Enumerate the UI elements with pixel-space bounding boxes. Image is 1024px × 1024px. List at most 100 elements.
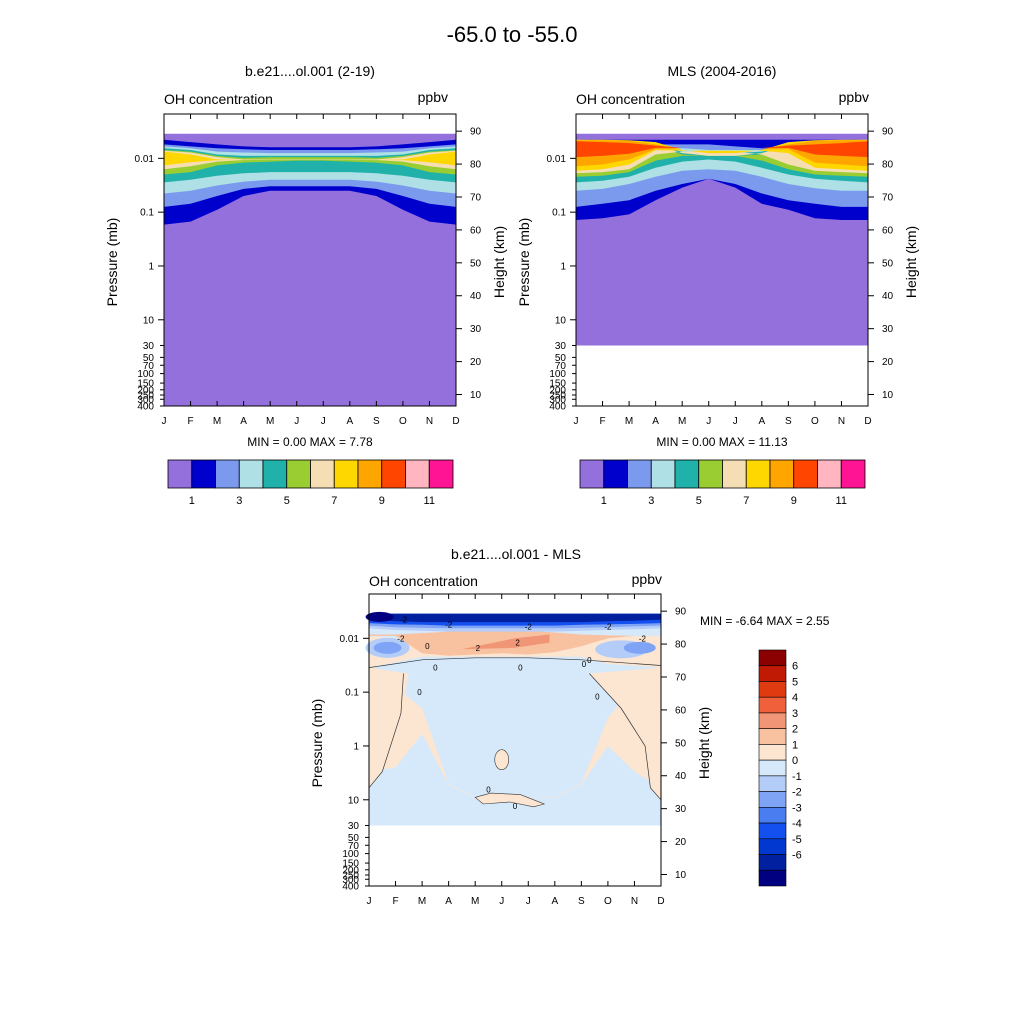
colorbar: 6 5 4 3 2 1 0 -1 -2 -3 -4 -5 -6: [758, 649, 802, 887]
colorbar-label: 2: [792, 724, 798, 736]
y2-tick-label: 90: [882, 127, 894, 138]
x-tick-label: D: [657, 896, 664, 907]
colorbar-label: 9: [791, 495, 797, 507]
x-tick-label: J: [733, 416, 738, 427]
colorbar-label: 4: [792, 692, 798, 704]
y2-tick-label: 40: [470, 291, 482, 302]
x-tick-label: J: [294, 416, 299, 427]
colorbar-swatch: [758, 838, 787, 855]
field-name: OH concentration: [164, 91, 273, 107]
colorbar-label: 5: [792, 676, 798, 688]
colorbar-label: -3: [792, 802, 802, 814]
contour-label: 0: [486, 786, 491, 795]
panel-title: b.e21....ol.001 (2-19): [245, 63, 375, 79]
y-tick-label: 200: [549, 385, 566, 396]
colorbar-swatch: [758, 712, 787, 729]
x-tick-label: A: [758, 416, 765, 427]
x-tick-label: F: [187, 416, 193, 427]
y-tick-label: 400: [137, 402, 154, 413]
contour-fill-4: [164, 148, 456, 183]
panel-title: MLS (2004-2016): [668, 63, 777, 79]
units-label: ppbv: [839, 89, 869, 105]
y-tick-label: 200: [342, 865, 359, 876]
colorbar-label: 1: [189, 495, 195, 507]
plot-frame: [368, 593, 662, 887]
y2-tick-label: 50: [882, 258, 894, 269]
y2-tick-label: 80: [470, 160, 482, 171]
colorbar-label: 6: [792, 661, 798, 673]
contour-fill-n4: [369, 613, 661, 623]
y-tick-label: 30: [348, 821, 360, 832]
x-tick-label: N: [631, 896, 638, 907]
y-tick-label: 0.01: [340, 634, 360, 645]
contour-fill-pos-right: [589, 667, 661, 800]
y-tick-label: 70: [143, 361, 155, 372]
contour-label: 0: [513, 802, 518, 811]
contour-label: -2: [397, 634, 405, 643]
x-tick-label: J: [162, 416, 167, 427]
x-tick-label: M: [678, 416, 686, 427]
x-tick-label: O: [811, 416, 819, 427]
colorbar-label: 9: [379, 495, 385, 507]
x-tick-label: S: [578, 896, 585, 907]
y-tick-label: 0.1: [140, 208, 154, 219]
zero-contour: [368, 673, 404, 789]
colorbar-swatch: [215, 459, 240, 489]
colorbar-label: 0: [792, 755, 798, 767]
y2-tick-label: 70: [470, 192, 482, 203]
plot-area: J F M A M J J A S O N D0.010.1110305070100150200250…: [135, 113, 482, 427]
y-tick-label: 100: [342, 849, 359, 860]
colorbar-swatch: [758, 649, 787, 667]
y-tick-label: 300: [137, 395, 154, 406]
y-tick-label: 50: [555, 353, 567, 364]
y2-tick-label: 90: [675, 607, 687, 618]
colorbar-swatch: [745, 459, 771, 489]
x-tick-label: M: [625, 416, 633, 427]
colorbar-swatch: [650, 459, 676, 489]
y2-axis-label: Height (km): [903, 226, 919, 298]
x-tick-label: J: [526, 896, 531, 907]
plot-frame: [163, 113, 457, 407]
colorbar-swatch: [428, 459, 454, 489]
panel-title: b.e21....ol.001 - MLS: [451, 546, 581, 562]
colorbar-label: 3: [792, 708, 798, 720]
y-axis-label: Pressure (mb): [104, 218, 120, 307]
contour-label: 2: [476, 644, 481, 653]
colorbar: 1 3 5 7 9 11: [167, 459, 454, 507]
y2-tick-label: 80: [675, 640, 687, 651]
y-tick-label: 70: [348, 841, 360, 852]
colorbar-swatch: [758, 744, 787, 761]
y-tick-label: 200: [137, 385, 154, 396]
x-tick-label: M: [266, 416, 274, 427]
colorbar-label: 7: [331, 495, 337, 507]
colorbar-swatch: [758, 854, 787, 871]
contour-fill-pos-edge: [369, 664, 661, 798]
y-tick-label: 300: [549, 395, 566, 406]
colorbar-swatch: [381, 459, 406, 489]
panel-mls: MLS (2004-2016) OH concentration ppbv J F…: [516, 63, 919, 507]
y2-tick-label: 10: [882, 390, 894, 401]
units-label: ppbv: [418, 89, 448, 105]
contour-fill-blob: [494, 749, 510, 771]
contour-label: 0: [417, 688, 422, 697]
colorbar-swatch: [758, 728, 787, 745]
contour-label: -2: [400, 616, 408, 625]
x-tick-label: A: [346, 416, 353, 427]
y-tick-label: 400: [549, 402, 566, 413]
y-tick-label: 0.01: [547, 154, 567, 165]
colorbar-swatch: [191, 459, 216, 489]
colorbar-swatch: [758, 822, 787, 840]
y-tick-label: 0.1: [552, 208, 566, 219]
y2-tick-label: 60: [470, 225, 482, 236]
colorbar-label: 11: [424, 495, 435, 507]
y-tick-label: 150: [549, 379, 566, 390]
y-tick-label: 10: [143, 315, 155, 326]
y2-tick-label: 40: [882, 291, 894, 302]
x-tick-label: S: [785, 416, 792, 427]
y-tick-label: 10: [555, 315, 567, 326]
colorbar-swatch: [758, 807, 787, 824]
y-tick-label: 0.01: [135, 154, 155, 165]
contour-label: -2: [445, 620, 453, 629]
units-label: ppbv: [632, 571, 662, 587]
colorbar-swatch: [840, 459, 866, 489]
